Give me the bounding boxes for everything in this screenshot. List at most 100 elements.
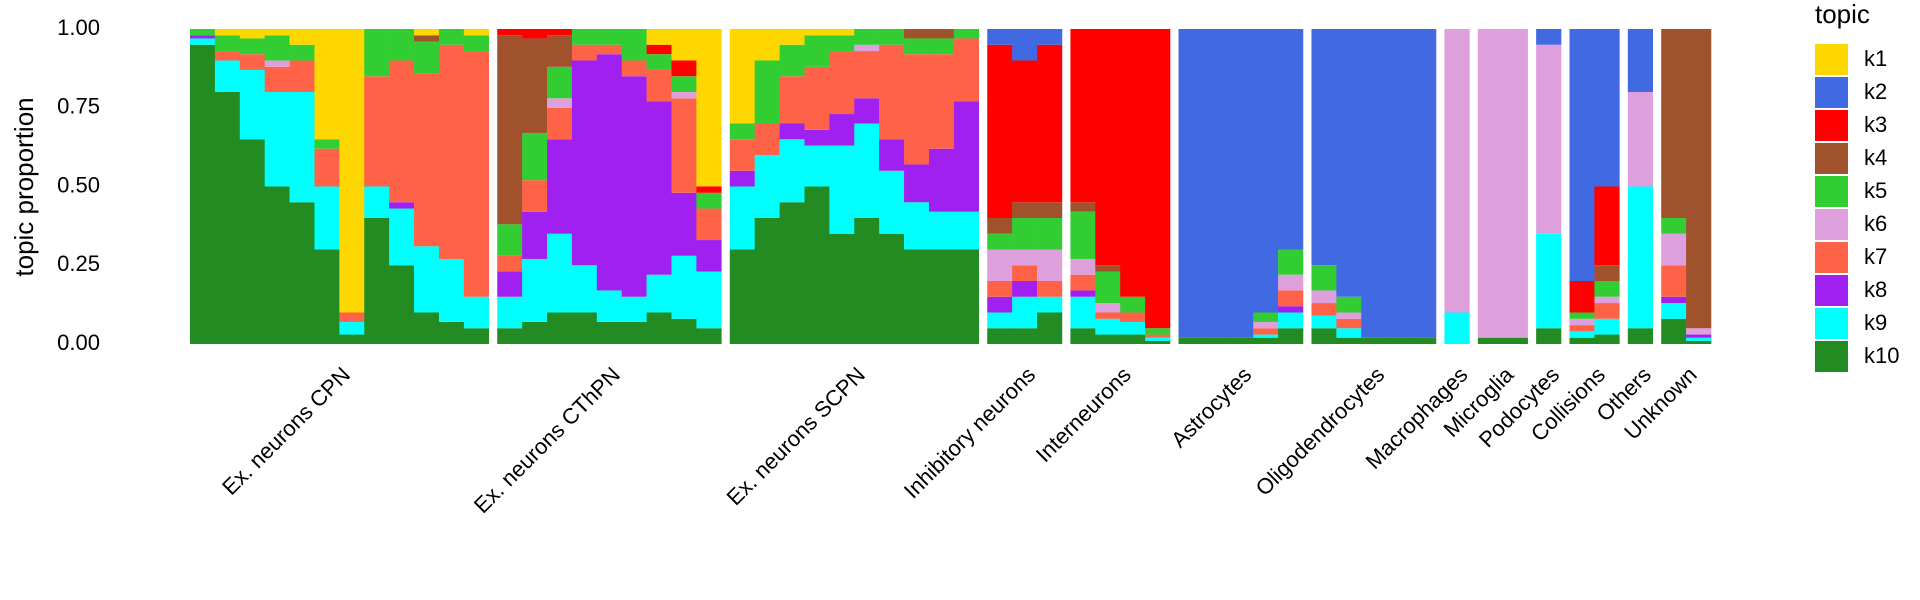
topic-segment — [804, 29, 830, 36]
topic-segment — [1594, 334, 1620, 344]
topic-segment — [1095, 265, 1121, 272]
topic-segment — [497, 35, 523, 225]
topic-segment — [696, 192, 722, 209]
topic-segment — [621, 321, 647, 344]
topic-segment — [1228, 337, 1254, 344]
topic-segment — [1145, 337, 1171, 341]
topic-segment — [879, 29, 905, 45]
topic-segment — [854, 218, 880, 344]
topic-segment — [1037, 44, 1063, 203]
legend-label: k5 — [1864, 178, 1887, 203]
topic-segment — [1012, 265, 1038, 281]
topic-segment — [1336, 29, 1362, 297]
topic-segment — [1012, 296, 1038, 329]
topic-segment — [829, 145, 855, 234]
topic-segment — [671, 29, 697, 61]
legend-label: k9 — [1864, 310, 1887, 335]
topic-segment — [953, 249, 980, 344]
topic-segment — [1120, 321, 1146, 335]
topic-segment — [190, 38, 216, 45]
topic-segment — [339, 334, 365, 344]
topic-segment — [1120, 334, 1146, 344]
topic-segment — [1278, 290, 1304, 307]
topic-segment — [1120, 312, 1146, 322]
topic-segment — [1095, 303, 1121, 313]
legend-label: k10 — [1864, 343, 1899, 368]
topic-segment — [729, 249, 755, 344]
topic-segment — [1536, 44, 1562, 234]
topic-segment — [1336, 337, 1362, 344]
topic-segment — [987, 233, 1013, 250]
topic-segment — [414, 246, 440, 313]
topic-segment — [854, 51, 880, 99]
x-tick-label: Oligodendrocytes — [1251, 362, 1390, 501]
topic-segment — [497, 296, 523, 329]
topic-segment — [522, 132, 548, 181]
topic-segment — [571, 29, 598, 45]
legend-key — [1815, 242, 1848, 273]
topic-segment — [1120, 296, 1146, 313]
topic-segment — [314, 29, 340, 140]
topic-segment — [289, 60, 315, 92]
topic-segment — [1444, 29, 1470, 313]
y-tick-label: 0.00 — [57, 330, 100, 355]
topic-segment — [1594, 186, 1620, 266]
topic-segment — [671, 92, 697, 99]
topic-segment — [264, 92, 290, 187]
topic-segment — [414, 312, 440, 344]
topic-segment — [696, 240, 722, 272]
topic-segment — [1594, 303, 1620, 319]
topic-segment — [1627, 328, 1654, 344]
topic-segment — [1070, 274, 1096, 291]
topic-segment — [987, 281, 1013, 297]
topic-segment — [239, 29, 265, 39]
topic-segment — [339, 29, 365, 313]
topic-segment — [646, 29, 672, 45]
topic-segment — [1253, 312, 1279, 322]
topic-segment — [904, 29, 930, 39]
topic-segment — [547, 233, 573, 313]
topic-segment — [1012, 328, 1038, 344]
topic-segment — [389, 29, 415, 61]
topic-segment — [904, 54, 930, 165]
topic-segment — [671, 98, 697, 193]
topic-segment — [779, 29, 805, 45]
topic-segment — [621, 76, 647, 297]
topic-segment — [953, 211, 980, 250]
topic-segment — [364, 218, 390, 344]
topic-segment — [1311, 290, 1337, 304]
topic-segment — [596, 54, 623, 291]
topic-segment — [879, 170, 905, 234]
topic-segment — [1594, 318, 1620, 335]
topic-segment — [754, 123, 780, 155]
topic-segment — [953, 29, 980, 39]
topic-segment — [239, 139, 265, 344]
topic-segment — [364, 186, 390, 218]
legend-key — [1815, 44, 1848, 75]
x-tick-label: Interneurons — [1031, 362, 1136, 467]
topic-segment — [1253, 321, 1279, 329]
legend-key — [1815, 143, 1848, 174]
topic-segment — [1336, 296, 1362, 313]
topic-segment — [389, 208, 415, 266]
topic-segment — [190, 35, 216, 39]
topic-segment — [754, 155, 780, 218]
topic-segment — [1569, 331, 1595, 338]
topic-segment — [414, 29, 440, 36]
topic-segment — [1278, 328, 1304, 344]
topic-segment — [754, 218, 780, 344]
topic-segment — [1095, 29, 1121, 266]
topic-segment — [414, 73, 440, 247]
topic-segment — [1037, 281, 1063, 297]
topic-segment — [1311, 315, 1337, 329]
topic-segment — [1594, 281, 1620, 297]
topic-segment — [214, 60, 241, 92]
topic-segment — [438, 258, 465, 322]
topic-segment — [804, 186, 830, 344]
topic-segment — [1594, 265, 1620, 281]
topic-segment — [1661, 29, 1687, 218]
topic-segment — [1502, 337, 1528, 344]
topic-segment — [1686, 334, 1712, 338]
topic-segment — [928, 29, 955, 39]
topic-segment — [696, 186, 722, 193]
